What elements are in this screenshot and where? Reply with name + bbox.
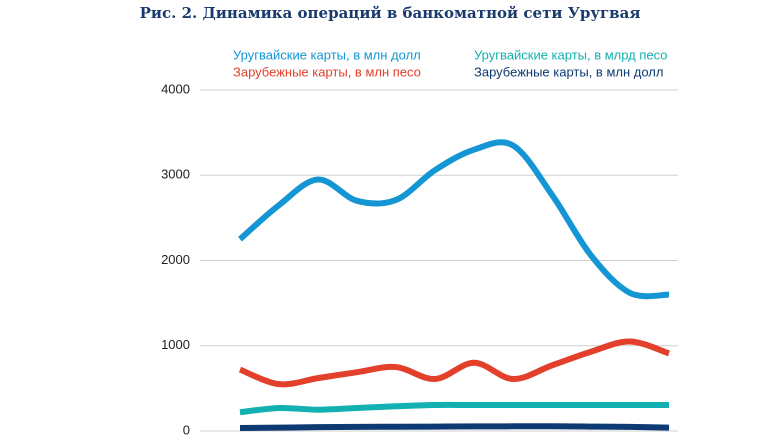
y-tick-label: 2000 [161, 252, 190, 267]
y-tick-label: 0 [183, 422, 190, 437]
y-tick-label: 1000 [161, 337, 190, 352]
chart-title: Рис. 2. Динамика операций в банкоматной … [140, 4, 641, 22]
legend-label: Зарубежные карты, в млн долл [474, 64, 663, 79]
series-line [238, 338, 670, 388]
series-line [239, 423, 670, 432]
legend-label: Уругвайские карты, в млн долл [233, 47, 421, 62]
series-line [239, 401, 669, 416]
y-tick-label: 3000 [161, 167, 190, 182]
series-line [238, 139, 670, 300]
legend-label: Уругвайские карты, в млрд песо [474, 47, 668, 62]
y-tick-label: 4000 [161, 81, 190, 96]
legend-label: Зарубежные карты, в млн песо [233, 64, 421, 79]
